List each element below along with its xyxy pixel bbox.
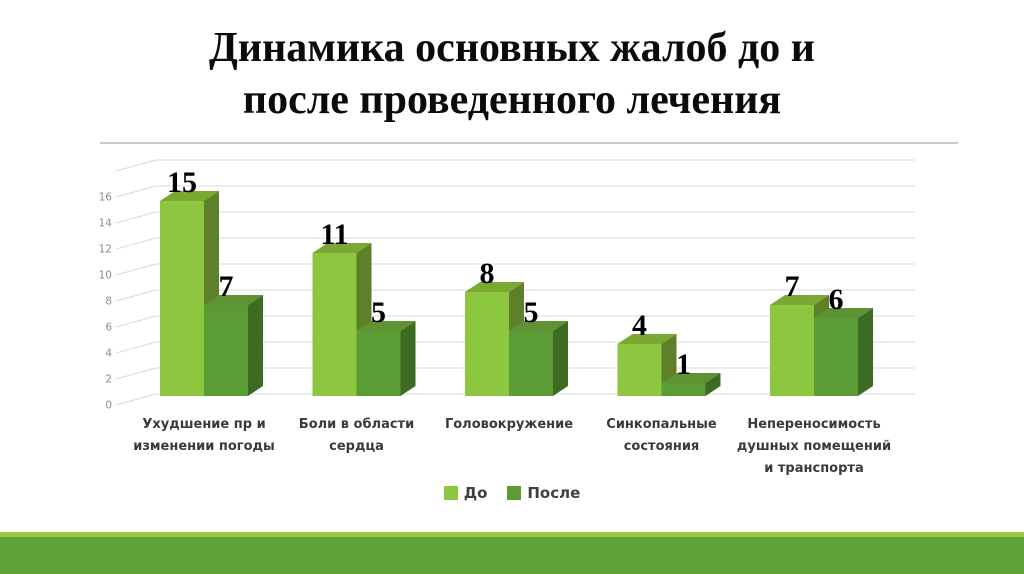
category-label-line: Ухудшение пр и — [142, 417, 265, 432]
legend-item-До: До — [443, 484, 488, 502]
bar-top-После-1 — [356, 321, 416, 331]
category-label: Головокружение — [445, 417, 573, 432]
category-label-line: и транспорта — [764, 461, 863, 476]
bar-top-До-1 — [312, 243, 372, 253]
y-axis-tick-label: 6 — [105, 322, 112, 334]
bar-top-После-0 — [204, 295, 263, 305]
gridline-diagonal — [115, 315, 157, 328]
legend-swatch-До — [443, 486, 458, 500]
bar-value-label: 5 — [371, 296, 386, 329]
y-axis-tick-label: 14 — [99, 218, 113, 230]
gridline-diagonal — [115, 263, 157, 276]
bar-value-label: 5 — [524, 296, 539, 329]
bar-До-3 — [617, 344, 662, 396]
bar-side-После-3 — [705, 373, 721, 396]
y-axis-tick-label: 16 — [99, 192, 113, 204]
gridline-diagonal — [115, 341, 157, 354]
bar-side-После-4 — [858, 308, 873, 396]
bar-side-После-2 — [553, 321, 568, 396]
category-label: Ухудшение пр и изменении погоды — [133, 417, 275, 454]
category-label-line: душных помещений — [737, 439, 891, 454]
bar-value-label: 4 — [632, 309, 647, 342]
bar-side-После-1 — [400, 321, 416, 396]
y-axis-tick-label: 2 — [105, 374, 112, 386]
bar-value-label: 1 — [676, 348, 691, 381]
bar-До-4 — [770, 305, 814, 396]
gridline-diagonal — [115, 211, 157, 224]
footer-band — [0, 537, 1024, 574]
chart-legend: До После — [0, 483, 1024, 503]
gridline-diagonal — [115, 237, 157, 250]
bar-top-До-0 — [160, 191, 219, 201]
bar-До-1 — [312, 253, 357, 396]
gridline-diagonal — [115, 185, 157, 198]
bar-value-label: 8 — [480, 257, 495, 290]
category-label-line: сердца — [329, 439, 384, 454]
gridline-diagonal — [115, 393, 157, 406]
legend-label: До — [463, 484, 488, 502]
title-divider — [100, 142, 958, 144]
footer-accent-strip — [0, 532, 1024, 537]
legend-swatch-После — [507, 486, 522, 500]
bar-value-label: 15 — [167, 166, 197, 199]
y-axis-tick-label: 10 — [99, 270, 112, 282]
category-label: Непереносимость душных помещений и транспо… — [737, 417, 891, 476]
category-label-line: Синкопальные — [606, 417, 717, 432]
bar-После-2 — [509, 331, 553, 396]
y-axis-tick-label: 8 — [105, 296, 112, 308]
gridline-diagonal — [115, 159, 157, 172]
y-axis-tick-label: 12 — [99, 244, 112, 256]
bar-После-3 — [661, 383, 706, 396]
bar-top-До-3 — [617, 334, 677, 344]
category-label-line: Боли в области — [299, 417, 414, 432]
legend-item-После: После — [507, 484, 580, 502]
bar-После-0 — [204, 305, 248, 396]
category-label: Боли в области сердца — [299, 417, 414, 454]
legend-label: После — [527, 484, 581, 502]
bar-До-0 — [160, 201, 204, 396]
bar-top-До-2 — [465, 282, 524, 292]
gridline-diagonal — [115, 367, 157, 380]
bar-До-2 — [465, 292, 509, 396]
category-label-line: изменении погоды — [133, 439, 275, 454]
gridline-diagonal — [115, 289, 157, 302]
y-axis-tick-label: 4 — [105, 348, 112, 360]
category-label-line: состояния — [624, 439, 700, 454]
y-axis-tick-label: 0 — [105, 400, 112, 412]
bar-После-4 — [814, 318, 858, 396]
bar-value-label: 7 — [785, 270, 800, 303]
category-label: Синкопальные состояния — [606, 417, 717, 454]
bar-top-После-3 — [661, 373, 721, 383]
bar-side-После-0 — [248, 295, 263, 396]
bar-top-После-2 — [509, 321, 568, 331]
bar-top-После-4 — [814, 308, 873, 318]
bar-value-label: 7 — [219, 270, 234, 303]
bar-После-1 — [356, 331, 401, 396]
category-label-line: Непереносимость — [747, 417, 880, 432]
bar-value-label: 6 — [829, 283, 844, 316]
bar-top-До-4 — [770, 295, 829, 305]
category-label-line: Головокружение — [445, 417, 573, 432]
bar-value-label: 11 — [320, 218, 348, 251]
chart-title: Динамика основных жалоб до и после прове… — [209, 25, 815, 124]
